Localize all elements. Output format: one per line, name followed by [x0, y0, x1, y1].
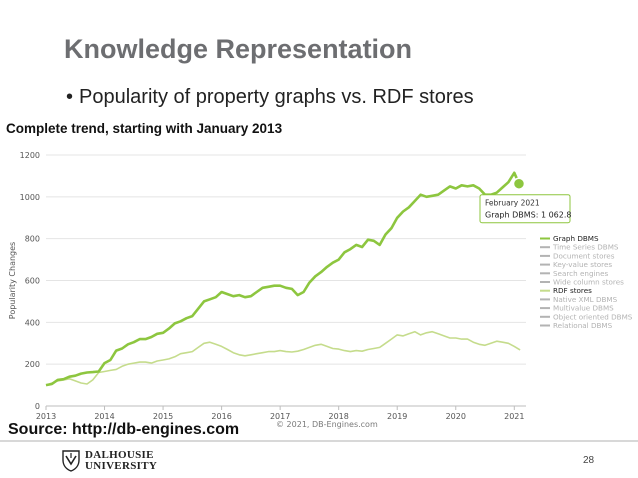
chart-title: Complete trend, starting with January 20… [6, 121, 283, 136]
axes: 0 200 400 600 800 1000 1200 2013 2014 2015 2016 201… [20, 151, 526, 421]
logo-line-2: UNIVERSITY [85, 460, 158, 472]
tooltip-date: February 2021 [485, 199, 540, 208]
tooltip-marker [512, 177, 526, 190]
x-tick-label: 2018 [329, 412, 349, 421]
page-number: 28 [583, 455, 595, 466]
y-tick-label: 200 [25, 360, 40, 369]
y-tick-label: 1200 [20, 151, 40, 160]
x-tick-label: 2020 [446, 412, 466, 421]
legend-item[interactable]: Multivalue DBMS [553, 304, 614, 313]
slide-title: Knowledge Representation [64, 34, 413, 64]
series-line-rdf-stores [45, 330, 521, 386]
legend-item[interactable]: Graph DBMS [553, 234, 599, 243]
source-caption: Source: http://db-engines.com [6, 420, 244, 441]
x-tick-label: 2015 [153, 412, 173, 421]
bullet-point: • Popularity of property graphs vs. RDF s… [66, 86, 474, 109]
tooltip-value: Graph DBMS: 1 062.8 [485, 211, 571, 220]
trend-chart: 0 200 400 600 800 1000 1200 2013 2014 2015 2016 201… [8, 151, 633, 429]
legend-item[interactable]: Document stores [553, 251, 615, 260]
bullet-dot-icon: • [66, 86, 74, 108]
x-tick-label: 2016 [211, 412, 231, 421]
series-lines [45, 171, 521, 387]
crest-icon [62, 450, 80, 472]
x-tick-label: 2019 [387, 412, 407, 421]
x-tick-label: 2013 [36, 412, 56, 421]
legend-item[interactable]: Wide column stores [553, 278, 624, 287]
y-axis-label: Popularity Changes [8, 242, 17, 319]
y-tick-label: 800 [25, 235, 40, 244]
chart-copyright: © 2021, DB-Engines.com [276, 420, 378, 429]
footer-divider [0, 440, 638, 442]
legend-item[interactable]: Key-value stores [553, 260, 612, 269]
legend-item[interactable]: Search engines [553, 269, 608, 278]
tooltip-box [479, 194, 571, 224]
y-tick-label: 0 [35, 402, 40, 411]
tooltip: February 2021 Graph DBMS: 1 062.8 [479, 177, 571, 224]
legend-item[interactable]: Relational DBMS [553, 321, 613, 330]
legend-item[interactable]: Native XML DBMS [553, 295, 618, 304]
x-tick-label: 2014 [94, 412, 114, 421]
y-tick-label: 600 [25, 277, 40, 286]
y-tick-label: 1000 [20, 193, 40, 202]
logo-line-1: DALHOUSIE [85, 449, 154, 461]
bullet-text: Popularity of property graphs vs. RDF st… [79, 86, 474, 108]
legend-item[interactable]: Time Series DBMS [552, 243, 619, 252]
x-tick-label: 2017 [270, 412, 290, 421]
legend-item[interactable]: Object oriented DBMS [553, 312, 633, 321]
dalhousie-logo: DALHOUSIE UNIVERSITY [62, 450, 157, 472]
series-line-graph-dbms [45, 171, 521, 387]
legend-item[interactable]: RDF stores [553, 286, 592, 295]
x-tick-label: 2021 [504, 412, 524, 421]
y-tick-label: 400 [25, 318, 40, 327]
